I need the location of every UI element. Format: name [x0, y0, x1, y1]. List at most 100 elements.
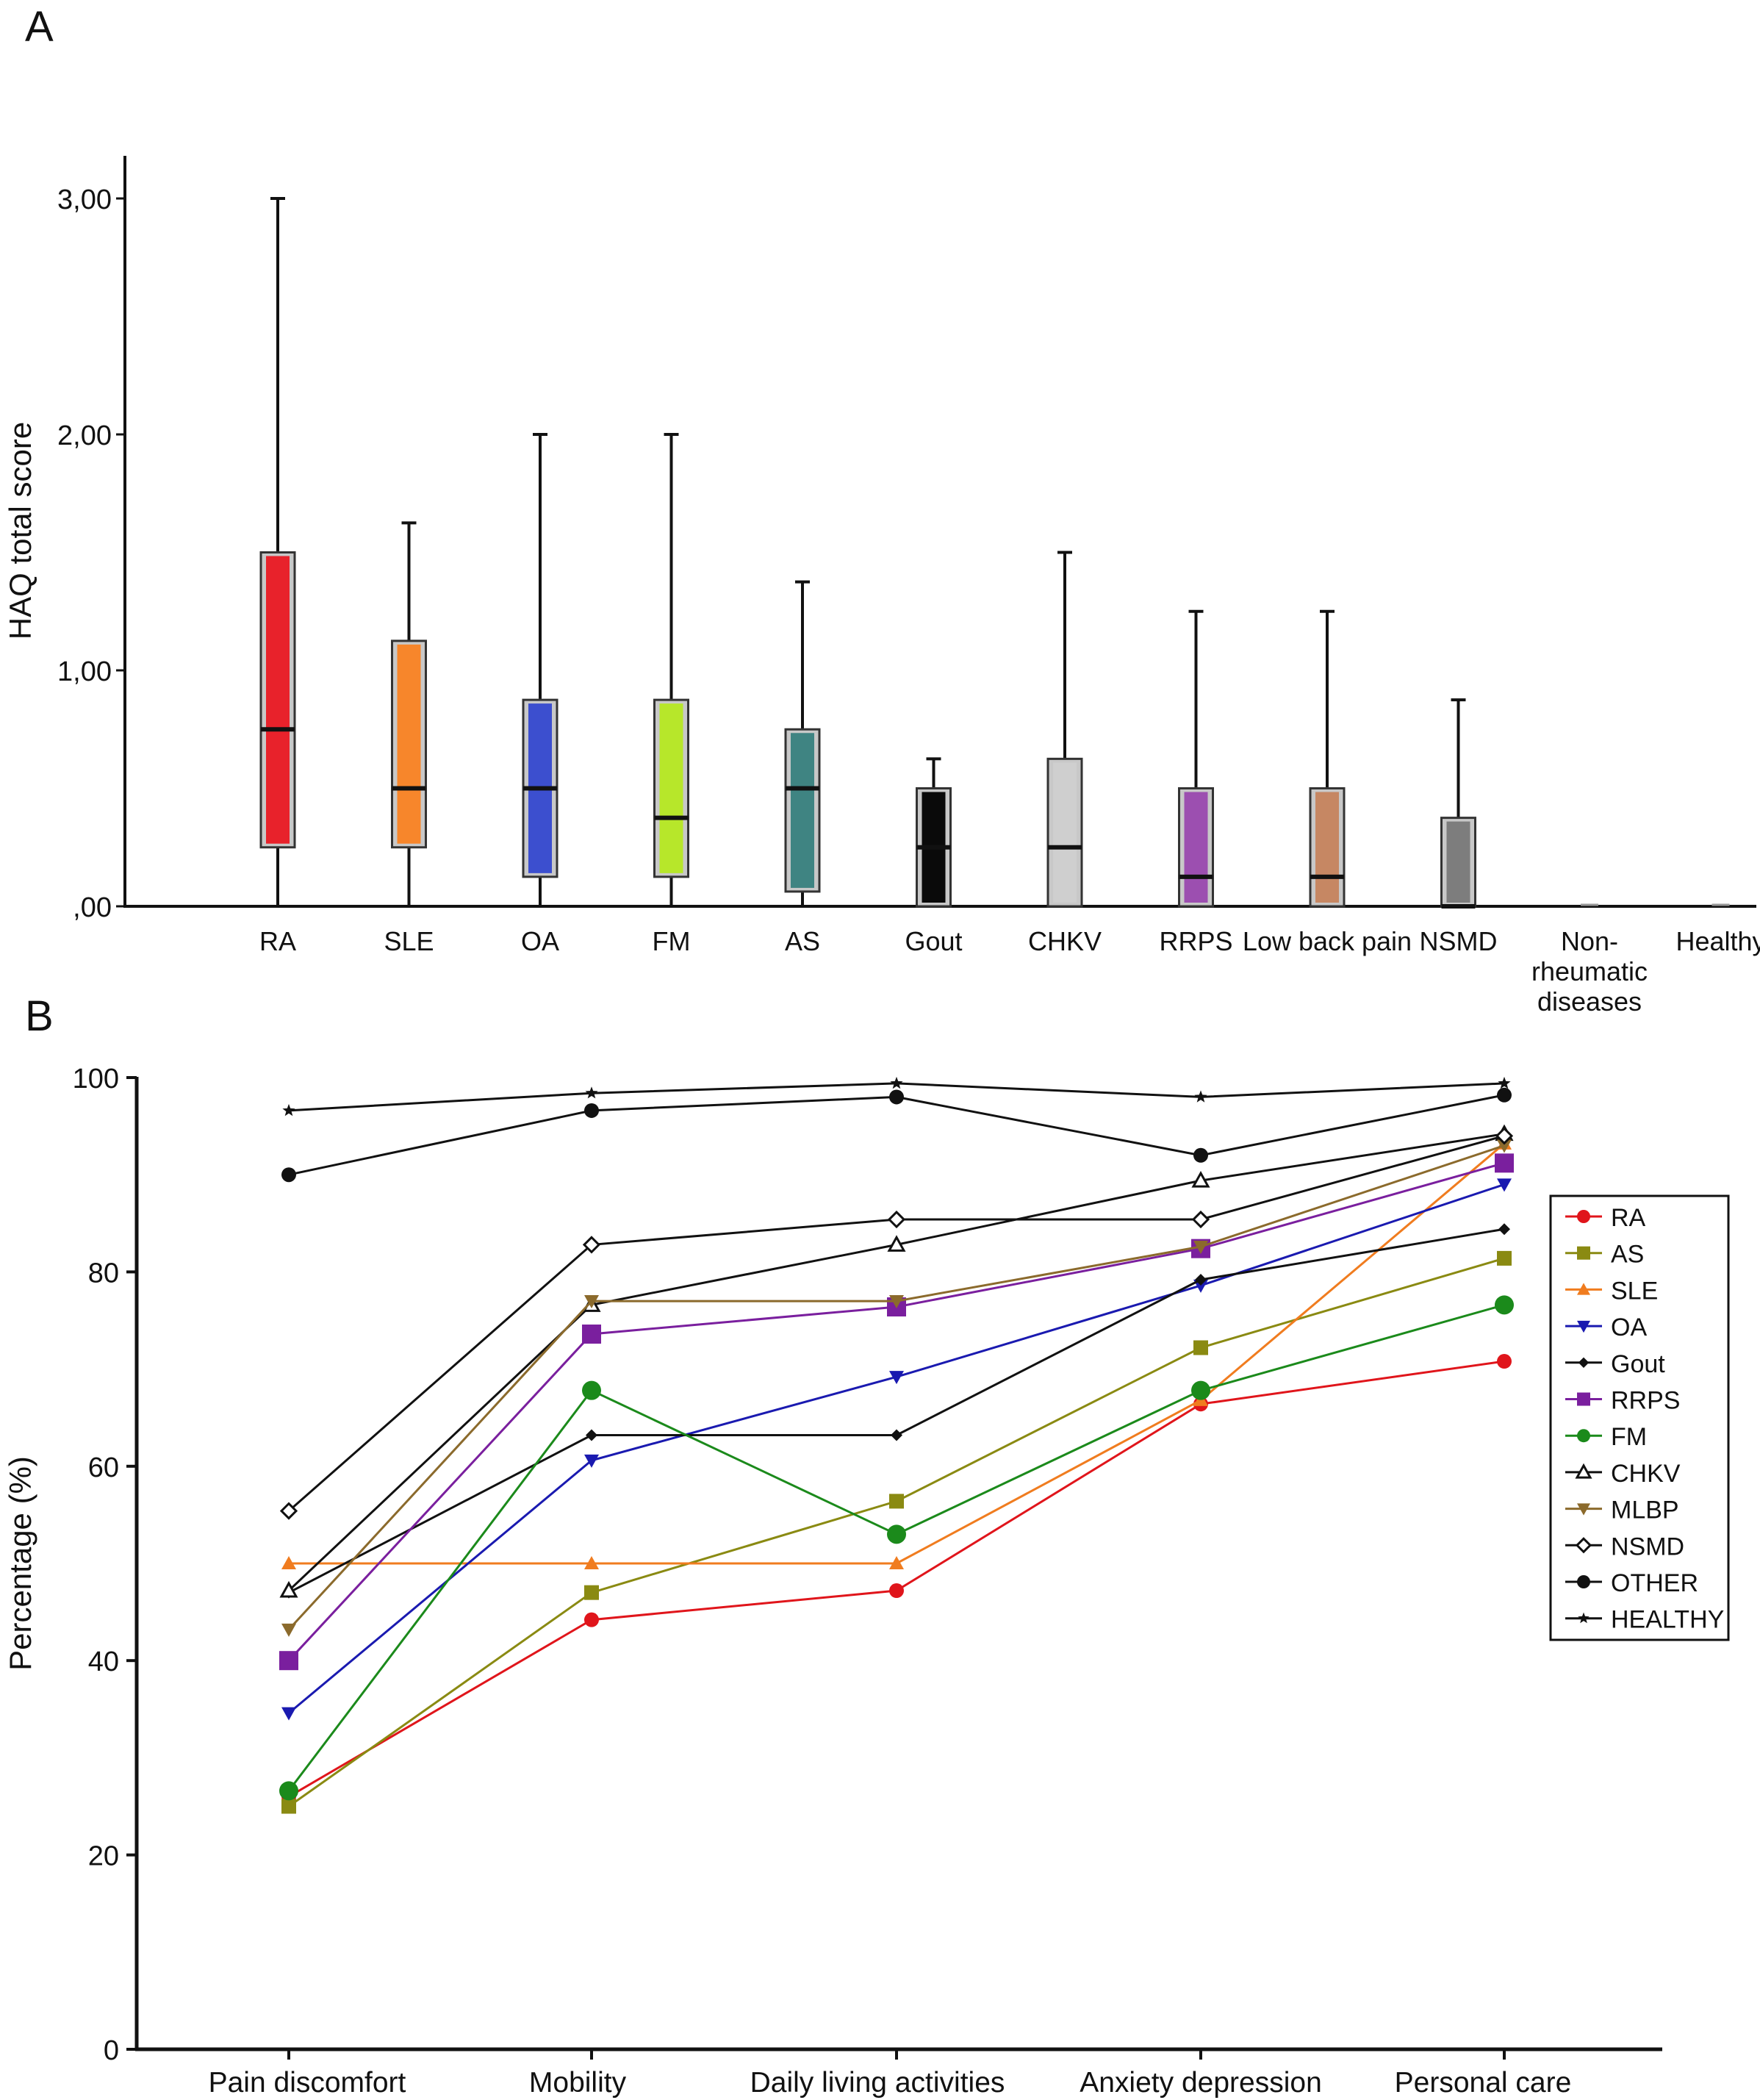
- x-label-personal-care: Personal care: [1395, 2067, 1572, 2099]
- legend-item-healthy: HEALTHY: [1565, 1606, 1724, 1634]
- panel-b-y-axis-title: Percentage (%): [3, 1456, 37, 1671]
- series-oa: [281, 1178, 1512, 1721]
- point-healthy: [890, 1076, 903, 1089]
- point-oa: [889, 1371, 904, 1385]
- y-tick-label: 100: [73, 1064, 119, 1094]
- y-tick-label: 80: [88, 1258, 119, 1289]
- legend-item-fm: FM: [1565, 1423, 1647, 1451]
- legend-label-sle: SLE: [1611, 1277, 1658, 1305]
- legend-item-rrps: RRPS: [1565, 1387, 1680, 1415]
- point-nsmd: [582, 1236, 601, 1254]
- x-label-non-rheumatic-diseases: diseases: [1537, 986, 1642, 1017]
- point-gout: [586, 1429, 597, 1441]
- legend-label-as: AS: [1611, 1241, 1644, 1269]
- legend-swatch-marker-other: [1577, 1575, 1590, 1588]
- legend-swatch-marker-as: [1577, 1246, 1590, 1260]
- panel-b-y-ticks: 0 20 40 60 80 100: [73, 1064, 137, 2066]
- point-as: [281, 1799, 296, 1814]
- point-nsmd: [279, 1502, 298, 1520]
- point-oa: [281, 1707, 296, 1721]
- legend-label-gout: Gout: [1611, 1350, 1665, 1378]
- x-label-daily-living-activities: Daily living activities: [750, 2067, 1005, 2099]
- series-other: [281, 1087, 1512, 1183]
- panel-a-x-labels: RA SLE OA FM AS Gout CHKV RRPS Low back pain NSMD…: [259, 926, 1760, 1017]
- point-mlbp: [1497, 1139, 1512, 1153]
- legend-swatch-marker-ra: [1577, 1210, 1590, 1223]
- x-label-non-rheumatic-diseases: rheumatic: [1531, 956, 1648, 986]
- panel-b-series: [279, 1076, 1514, 1814]
- x-label-non-rheumatic-diseases: Non-: [1561, 926, 1618, 956]
- x-label-pain-discomfort: Pain discomfort: [209, 2067, 406, 2099]
- legend-item-ra: RA: [1565, 1204, 1646, 1232]
- point-other: [889, 1089, 904, 1105]
- point-chkv: [887, 1235, 906, 1252]
- legend-label-chkv: CHKV: [1611, 1460, 1681, 1488]
- point-fm: [887, 1524, 906, 1544]
- panel-a-y-axis-title: HAQ total score: [3, 422, 37, 639]
- x-label-healthy: Healthy: [1675, 926, 1760, 956]
- point-nsmd: [1495, 1127, 1514, 1145]
- box-gout: [916, 757, 952, 908]
- point-chkv: [1191, 1171, 1210, 1188]
- legend-item-as: AS: [1565, 1241, 1644, 1269]
- y-tick-label: 60: [88, 1452, 119, 1483]
- point-nsmd: [1191, 1210, 1210, 1229]
- legend-frame: [1549, 1194, 1730, 1641]
- box-nsmd: [1440, 698, 1476, 909]
- x-label-as: AS: [785, 926, 820, 956]
- point-oa: [1193, 1279, 1208, 1293]
- point-as: [889, 1494, 904, 1509]
- legend-swatch-marker-chkv: [1575, 1463, 1592, 1479]
- point-gout: [1498, 1223, 1510, 1236]
- box-fill-nsmd: [1446, 821, 1470, 903]
- point-healthy: [282, 1103, 295, 1117]
- point-fm: [1191, 1380, 1210, 1400]
- point-as: [1193, 1340, 1208, 1355]
- point-oa: [584, 1454, 599, 1468]
- box-fill-low-back-pain: [1315, 792, 1339, 903]
- y-tick-label: 1,00: [57, 656, 112, 687]
- point-rrps: [582, 1325, 601, 1344]
- box-low-back-pain: [1309, 609, 1346, 908]
- series-as: [281, 1250, 1512, 1814]
- point-chkv: [279, 1580, 298, 1598]
- point-ra: [889, 1583, 904, 1599]
- legend-label-other: OTHER: [1611, 1569, 1698, 1597]
- y-tick-label: 40: [88, 1646, 119, 1677]
- box-fill-sle: [397, 644, 421, 844]
- box-fm: [653, 433, 689, 906]
- point-fm: [279, 1781, 298, 1801]
- legend-swatch-marker-fm: [1577, 1429, 1590, 1443]
- x-label-nsmd: NSMD: [1420, 926, 1498, 956]
- x-label-gout: Gout: [905, 926, 962, 956]
- legend-label-nsmd: NSMD: [1611, 1533, 1684, 1560]
- point-healthy: [585, 1086, 598, 1099]
- point-other: [1193, 1147, 1208, 1163]
- box-ra: [259, 197, 296, 906]
- point-healthy: [1194, 1090, 1207, 1103]
- y-tick-label: 20: [88, 1841, 119, 1872]
- legend-item-oa: OA: [1565, 1314, 1647, 1341]
- panel-b-x-ticks: Pain discomfort Mobility Daily living acti…: [209, 2049, 1572, 2099]
- panel-b-legend: RA AS SLE OA Gout RRPS FM CHKV MLBP NSMD OTHER HEAL…: [1549, 1194, 1730, 1641]
- legend-item-mlbp: MLBP: [1565, 1497, 1679, 1524]
- legend-swatch-marker-oa: [1577, 1320, 1590, 1333]
- point-ra: [1497, 1354, 1512, 1369]
- legend-swatch-marker-gout: [1578, 1357, 1590, 1368]
- legend-item-other: OTHER: [1565, 1569, 1698, 1597]
- x-label-anxiety-depression: Anxiety depression: [1080, 2067, 1322, 2099]
- legend-swatch-marker-sle: [1577, 1283, 1590, 1295]
- point-as: [584, 1585, 599, 1600]
- point-mlbp: [281, 1623, 296, 1637]
- legend-label-oa: OA: [1611, 1314, 1647, 1341]
- x-label-sle: SLE: [384, 926, 434, 956]
- series-nsmd: [279, 1127, 1514, 1520]
- x-label-rrps: RRPS: [1159, 926, 1232, 956]
- series-mlbp: [281, 1139, 1512, 1637]
- panel-a-boxes: [259, 197, 1730, 909]
- point-fm: [1495, 1295, 1514, 1315]
- box-fill-fm: [659, 703, 683, 873]
- panel-a-y-ticks: ,00 1,00 2,00 3,00: [57, 184, 125, 923]
- x-label-chkv: CHKV: [1028, 926, 1102, 956]
